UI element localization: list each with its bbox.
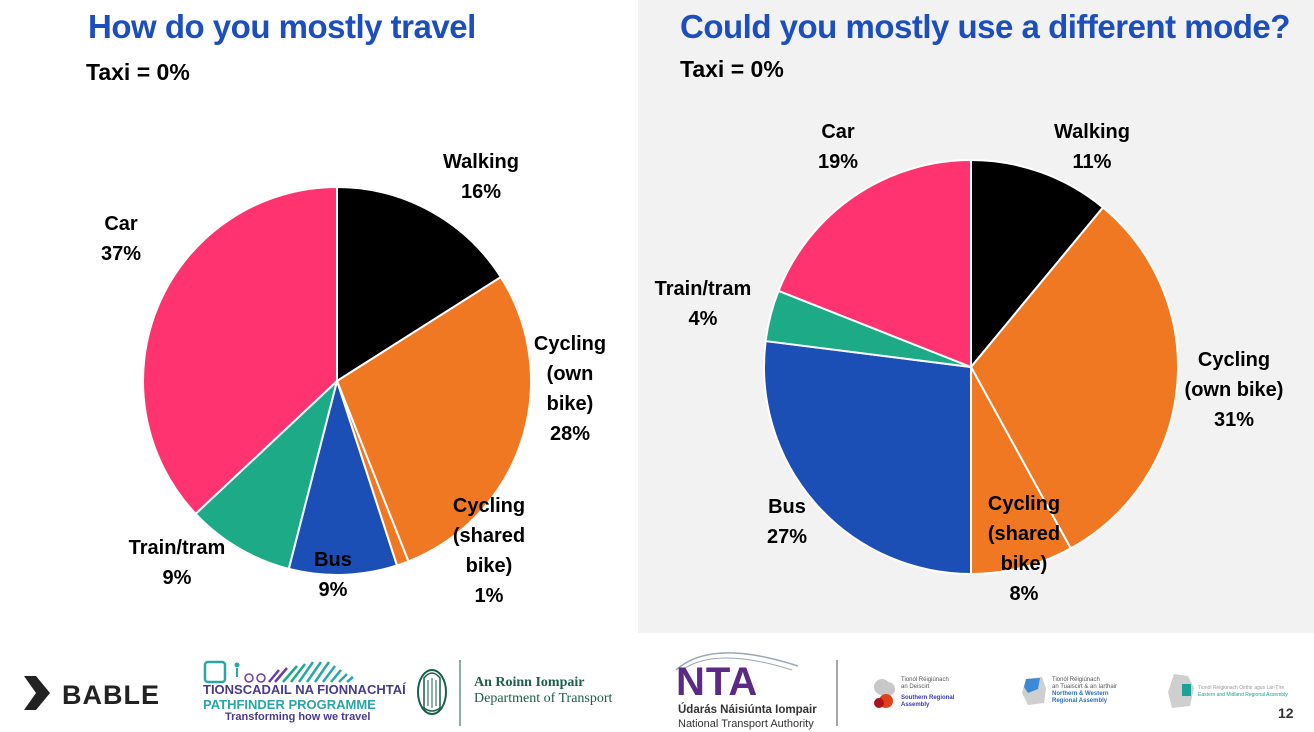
pathfinder-logo-graphic (203, 660, 354, 684)
footer-divider (836, 660, 838, 726)
data-label-cycling-shared-bike: Cycling (shared bike) 8% (988, 493, 1060, 605)
data-label-bus: Bus 27% (767, 496, 807, 548)
right-chart-title: Could you mostly use a different mode? (680, 8, 1290, 45)
dot-english-name: Department of Transport (474, 691, 613, 706)
nta-irish-name: Údarás Náisiúnta Iompair (678, 704, 817, 716)
em-assembly-irish: Tionól Réigiúnach Oirthir agus Lár-Tíre (1198, 685, 1285, 691)
pathfinder-tagline: Transforming how we travel (225, 711, 371, 723)
left-chart-title: How do you mostly travel (88, 8, 476, 45)
nw-assembly-irish-2: an Tuaiscirt & an Iarthair (1052, 684, 1118, 690)
page-number: 12 (1278, 705, 1294, 721)
data-label-car: Car 37% (101, 213, 141, 265)
pie-slice-cycling-own-bike (336, 276, 532, 563)
pie-slice-bus (763, 340, 972, 575)
nta-logo-text: NTA (676, 660, 759, 704)
data-label-bus: Bus 9% (314, 549, 352, 601)
nw-assembly-irish-1: Tionól Réigiúnach (1052, 677, 1100, 683)
data-label-cycling-own-bike: Cycling (own bike) 31% (1185, 349, 1284, 431)
northern-western-assembly-icon (1022, 677, 1046, 705)
pie-slice-train-tram (194, 380, 338, 570)
southern-assembly-irish-1: Tionól Réigiúnach (901, 677, 949, 683)
em-assembly-english: Eastern and Midland Regional Assembly (1198, 692, 1288, 698)
data-label-train-tram: Train/tram 4% (655, 278, 752, 330)
pie-slice-walking (970, 159, 1104, 368)
footer-logos (0, 633, 1314, 732)
southern-assembly-irish-2: an Deiscirt (901, 684, 930, 690)
pathfinder-irish-title: TIONSCADAIL NA FIONNACHTAÍ (203, 682, 406, 697)
bable-logo-text: BABLE (62, 680, 160, 710)
southern-assembly-english-1: Southern Regional (901, 695, 955, 701)
pie-slice-car (142, 186, 338, 515)
pie-slice-cycling-shared-bike (970, 366, 1072, 575)
nta-arc-graphic (675, 652, 799, 671)
nw-assembly-english-2: Regional Assembly (1052, 698, 1108, 704)
left-pie: Walking 16% Cycling (own bike) 28%Cycling (sha… (101, 151, 606, 607)
dot-irish-name: An Roinn Iompair (474, 675, 585, 690)
pie-slice-cycling-own-bike (970, 206, 1179, 550)
southern-assembly-english-2: Assembly (901, 702, 930, 708)
pie-slice-car (777, 159, 972, 368)
left-chart-subtitle: Taxi = 0% (86, 59, 190, 85)
eastern-midland-assembly-icon (1168, 674, 1194, 708)
harp-emblem-icon (417, 660, 461, 726)
pathfinder-title: PATHFINDER PROGRAMME (203, 697, 376, 712)
data-label-walking: Walking 11% (1054, 121, 1130, 173)
right-chart-subtitle: Taxi = 0% (680, 56, 784, 82)
nw-assembly-english-1: Northern & Western (1052, 691, 1109, 697)
nta-english-name: National Transport Authority (678, 718, 814, 730)
data-label-car: Car 19% (818, 121, 858, 173)
southern-assembly-icon (874, 679, 895, 708)
data-label-train-tram: Train/tram 9% (129, 537, 226, 589)
data-label-cycling-shared-bike: Cycling (shared bike) 1% (453, 495, 525, 607)
pie-slice-walking (336, 186, 502, 382)
pie-slice-bus (287, 380, 398, 576)
bable-arrow-icon (24, 676, 50, 710)
data-label-cycling-own-bike: Cycling (own bike) 28% (534, 333, 606, 445)
data-label-walking: Walking 16% (443, 151, 519, 203)
right-pie: Walking 11% Cycling (own bike) 31% Cycling (sh… (655, 121, 1284, 605)
pie-charts: Walking 16%Cycling (own bike) 28%Cycling (sha… (101, 121, 1284, 607)
